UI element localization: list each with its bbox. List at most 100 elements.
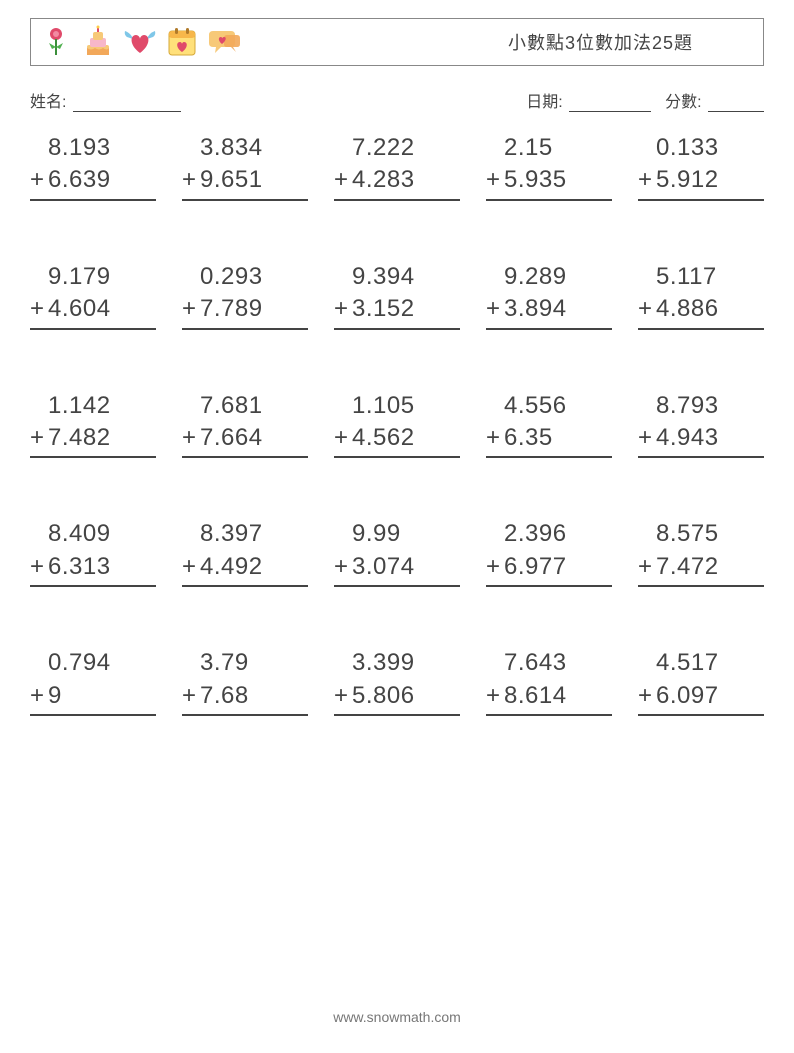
operator-plus: +	[486, 424, 504, 452]
operator-plus: +	[334, 295, 352, 323]
score-field: 分數:	[665, 88, 764, 112]
problem: 8.409+6.313	[30, 518, 156, 587]
augend: 8.193	[48, 132, 156, 164]
addend: 4.943	[656, 422, 764, 454]
problem-row: 0.794+93.79+7.683.399+5.8067.643+8.6144.…	[30, 647, 764, 716]
operator-plus: +	[486, 682, 504, 710]
augend: 3.399	[352, 647, 460, 679]
problem: 8.193+6.639	[30, 132, 156, 201]
problem: 5.117+4.886	[638, 261, 764, 330]
problem: 9.394+3.152	[334, 261, 460, 330]
problem: 2.396+6.977	[486, 518, 612, 587]
augend: 4.556	[504, 390, 612, 422]
problem: 9.179+4.604	[30, 261, 156, 330]
addend: 9.651	[200, 164, 308, 196]
problem: 2.15+5.935	[486, 132, 612, 201]
augend: 9.394	[352, 261, 460, 293]
header-icons	[39, 25, 241, 59]
augend: 9.179	[48, 261, 156, 293]
problem-row: 8.409+6.3138.397+4.4929.99+3.0742.396+6.…	[30, 518, 764, 587]
operator-plus: +	[486, 295, 504, 323]
operator-plus: +	[638, 682, 656, 710]
addend: 3.152	[352, 293, 460, 325]
addend: 6.097	[656, 680, 764, 712]
addend: 4.492	[200, 551, 308, 583]
problem: 8.397+4.492	[182, 518, 308, 587]
addend: 5.806	[352, 680, 460, 712]
date-field: 日期:	[526, 88, 651, 112]
problem: 7.643+8.614	[486, 647, 612, 716]
operator-plus: +	[30, 166, 48, 194]
addend: 6.35	[504, 422, 612, 454]
operator-plus: +	[30, 553, 48, 581]
augend: 3.79	[200, 647, 308, 679]
augend: 0.794	[48, 647, 156, 679]
footer-text: www.snowmath.com	[0, 1009, 794, 1025]
addend: 6.313	[48, 551, 156, 583]
meta-row: 姓名: 日期: 分數:	[30, 88, 764, 112]
problem: 1.105+4.562	[334, 390, 460, 459]
operator-plus: +	[486, 166, 504, 194]
addend: 3.074	[352, 551, 460, 583]
augend: 7.643	[504, 647, 612, 679]
problem: 8.793+4.943	[638, 390, 764, 459]
augend: 7.222	[352, 132, 460, 164]
problems-grid: 8.193+6.6393.834+9.6517.222+4.2832.15+5.…	[30, 132, 764, 776]
problem: 1.142+7.482	[30, 390, 156, 459]
addend: 4.283	[352, 164, 460, 196]
operator-plus: +	[638, 295, 656, 323]
addend: 5.912	[656, 164, 764, 196]
problem: 4.556+6.35	[486, 390, 612, 459]
augend: 5.117	[656, 261, 764, 293]
augend: 3.834	[200, 132, 308, 164]
operator-plus: +	[30, 682, 48, 710]
operator-plus: +	[30, 295, 48, 323]
addend: 9	[48, 680, 156, 712]
score-blank	[708, 95, 764, 112]
problem: 3.834+9.651	[182, 132, 308, 201]
operator-plus: +	[182, 295, 200, 323]
name-blank	[73, 95, 181, 112]
winged-heart-icon	[123, 25, 157, 59]
worksheet-page: 小數點3位數加法25題 姓名: 日期: 分數: 8.193+6.6393.834…	[0, 0, 794, 1053]
problem-row: 1.142+7.4827.681+7.6641.105+4.5624.556+6…	[30, 390, 764, 459]
operator-plus: +	[638, 424, 656, 452]
problem: 0.133+5.912	[638, 132, 764, 201]
operator-plus: +	[638, 553, 656, 581]
augend: 8.409	[48, 518, 156, 550]
operator-plus: +	[182, 682, 200, 710]
speech-heart-icon	[207, 25, 241, 59]
addend: 8.614	[504, 680, 612, 712]
augend: 2.15	[504, 132, 612, 164]
addend: 6.977	[504, 551, 612, 583]
augend: 8.575	[656, 518, 764, 550]
calendar-heart-icon	[165, 25, 199, 59]
augend: 8.793	[656, 390, 764, 422]
addend: 5.935	[504, 164, 612, 196]
augend: 1.142	[48, 390, 156, 422]
addend: 7.472	[656, 551, 764, 583]
worksheet-title: 小數點3位數加法25題	[508, 29, 753, 55]
problem: 7.222+4.283	[334, 132, 460, 201]
operator-plus: +	[638, 166, 656, 194]
problem: 9.289+3.894	[486, 261, 612, 330]
augend: 1.105	[352, 390, 460, 422]
problem: 9.99+3.074	[334, 518, 460, 587]
operator-plus: +	[334, 424, 352, 452]
addend: 6.639	[48, 164, 156, 196]
problem: 3.399+5.806	[334, 647, 460, 716]
augend: 7.681	[200, 390, 308, 422]
operator-plus: +	[182, 424, 200, 452]
operator-plus: +	[30, 424, 48, 452]
addend: 7.482	[48, 422, 156, 454]
augend: 9.99	[352, 518, 460, 550]
score-label: 分數:	[665, 94, 701, 111]
addend: 4.604	[48, 293, 156, 325]
date-label: 日期:	[526, 94, 562, 111]
addend: 7.789	[200, 293, 308, 325]
augend: 0.293	[200, 261, 308, 293]
addend: 4.886	[656, 293, 764, 325]
problem: 7.681+7.664	[182, 390, 308, 459]
operator-plus: +	[334, 682, 352, 710]
rose-icon	[39, 25, 73, 59]
